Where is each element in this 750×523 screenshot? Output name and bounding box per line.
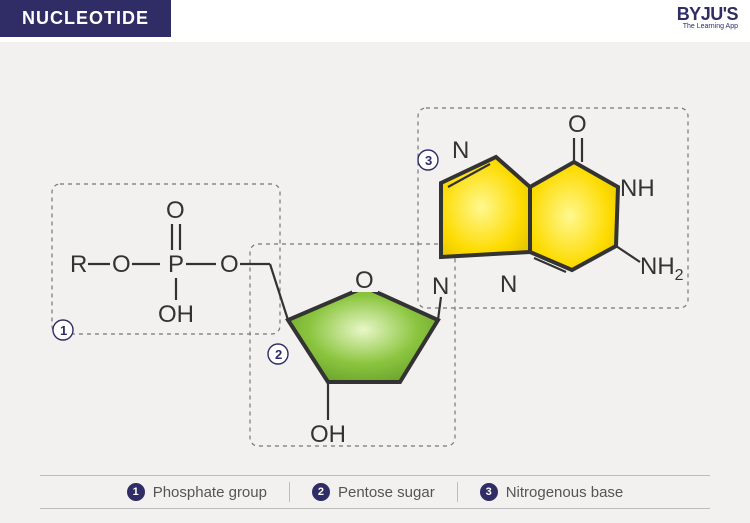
legend-badge-3: 3 (480, 483, 498, 501)
atom-O-top: O (166, 197, 185, 224)
atom-N-top: N (452, 137, 469, 164)
legend-badge-2: 2 (312, 483, 330, 501)
legend-label-1: Phosphate group (153, 484, 267, 501)
legend-item-base: 3 Nitrogenous base (457, 482, 646, 502)
atom-P: P (168, 251, 184, 278)
molecule-diagram: R O P O OH O O OH N N O NH NH2 N 1 2 3 (0, 42, 750, 467)
legend-label-3: Nitrogenous base (506, 484, 624, 501)
atom-OH2: OH (310, 421, 346, 448)
figure-root: NUCLEOTIDE BYJU'S The Learning App (0, 0, 750, 523)
page-title: NUCLEOTIDE (0, 0, 171, 37)
header: NUCLEOTIDE BYJU'S The Learning App (0, 0, 750, 42)
atom-O-base: O (568, 111, 587, 138)
pentose-ring (288, 287, 438, 382)
brand-tagline: The Learning App (677, 23, 738, 30)
brand-logo: BYJU'S The Learning App (677, 4, 738, 30)
atom-O2: O (220, 251, 239, 278)
legend: 1 Phosphate group 2 Pentose sugar 3 Nitr… (40, 475, 710, 509)
callout-1-num: 1 (60, 323, 67, 338)
legend-badge-1: 1 (127, 483, 145, 501)
callout-3-num: 3 (425, 153, 432, 168)
base-ring-5 (441, 157, 530, 257)
atom-O: O (112, 251, 131, 278)
atom-NH2: NH2 (640, 253, 684, 284)
atom-R: R (70, 251, 87, 278)
legend-item-phosphate: 1 Phosphate group (105, 482, 289, 502)
legend-item-sugar: 2 Pentose sugar (289, 482, 457, 502)
base-ring-6 (530, 162, 618, 270)
atom-NH: NH (620, 175, 655, 202)
atom-N-link: N (432, 273, 449, 300)
atom-OH: OH (158, 301, 194, 328)
atom-N-bot: N (500, 271, 517, 298)
atom-O-ring: O (355, 267, 374, 294)
brand-name: BYJU'S (677, 4, 738, 24)
legend-label-2: Pentose sugar (338, 484, 435, 501)
callout-2-num: 2 (275, 347, 282, 362)
